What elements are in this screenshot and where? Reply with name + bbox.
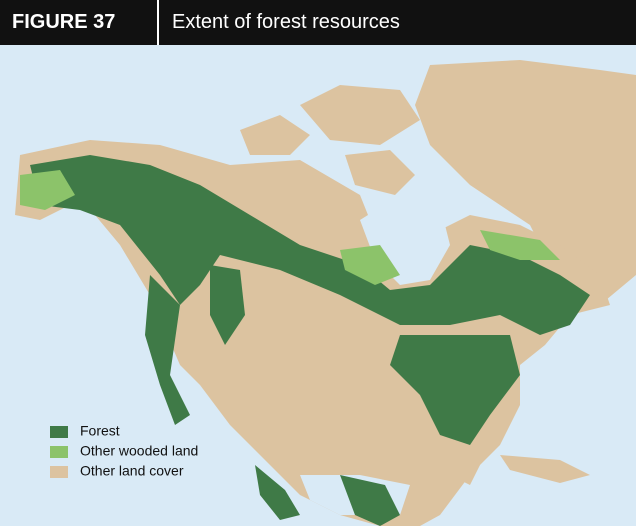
legend-label: Forest <box>80 423 120 439</box>
figure: FIGURE 37 Extent of forest resources <box>0 0 636 526</box>
figure-label: FIGURE 37 <box>12 0 115 45</box>
legend-label: Other wooded land <box>80 443 198 459</box>
legend-swatch <box>50 466 68 478</box>
header: FIGURE 37 Extent of forest resources <box>0 0 636 45</box>
legend-swatch <box>50 426 68 438</box>
legend-swatch <box>50 446 68 458</box>
figure-title: Extent of forest resources <box>172 0 400 45</box>
legend: Forest Other wooded land Other land cover <box>50 423 198 479</box>
divider <box>157 0 159 45</box>
legend-label: Other land cover <box>80 463 184 479</box>
map: Forest Other wooded land Other land cover <box>0 45 636 526</box>
